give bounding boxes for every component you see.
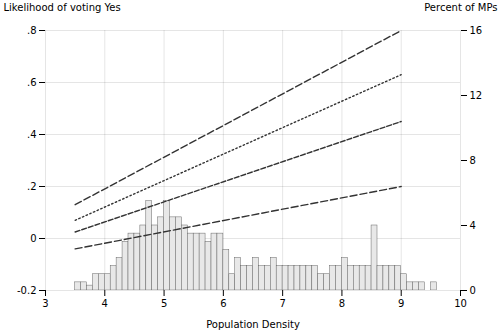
svg-text:.2: .2 (27, 181, 37, 192)
svg-text:.4: .4 (27, 129, 37, 140)
svg-text:4: 4 (470, 220, 476, 231)
svg-text:9: 9 (398, 298, 404, 309)
svg-text:8: 8 (470, 155, 476, 166)
svg-text:Population Density: Population Density (206, 319, 300, 330)
svg-text:6: 6 (220, 298, 226, 309)
svg-text:.8: .8 (27, 25, 37, 36)
svg-text:Likelihood of voting Yes: Likelihood of voting Yes (4, 2, 121, 13)
svg-text:3: 3 (42, 298, 48, 309)
svg-text:4: 4 (102, 298, 108, 309)
svg-text:-0.2: -0.2 (17, 285, 37, 296)
svg-text:0: 0 (470, 285, 476, 296)
svg-text:16: 16 (470, 25, 483, 36)
svg-text:8: 8 (339, 298, 345, 309)
svg-text:10: 10 (454, 298, 467, 309)
svg-text:0: 0 (30, 233, 36, 244)
svg-text:12: 12 (470, 90, 483, 101)
svg-text:.6: .6 (27, 77, 37, 88)
svg-text:7: 7 (279, 298, 285, 309)
svg-text:Percent of MPs: Percent of MPs (424, 2, 497, 13)
svg-text:5: 5 (161, 298, 167, 309)
